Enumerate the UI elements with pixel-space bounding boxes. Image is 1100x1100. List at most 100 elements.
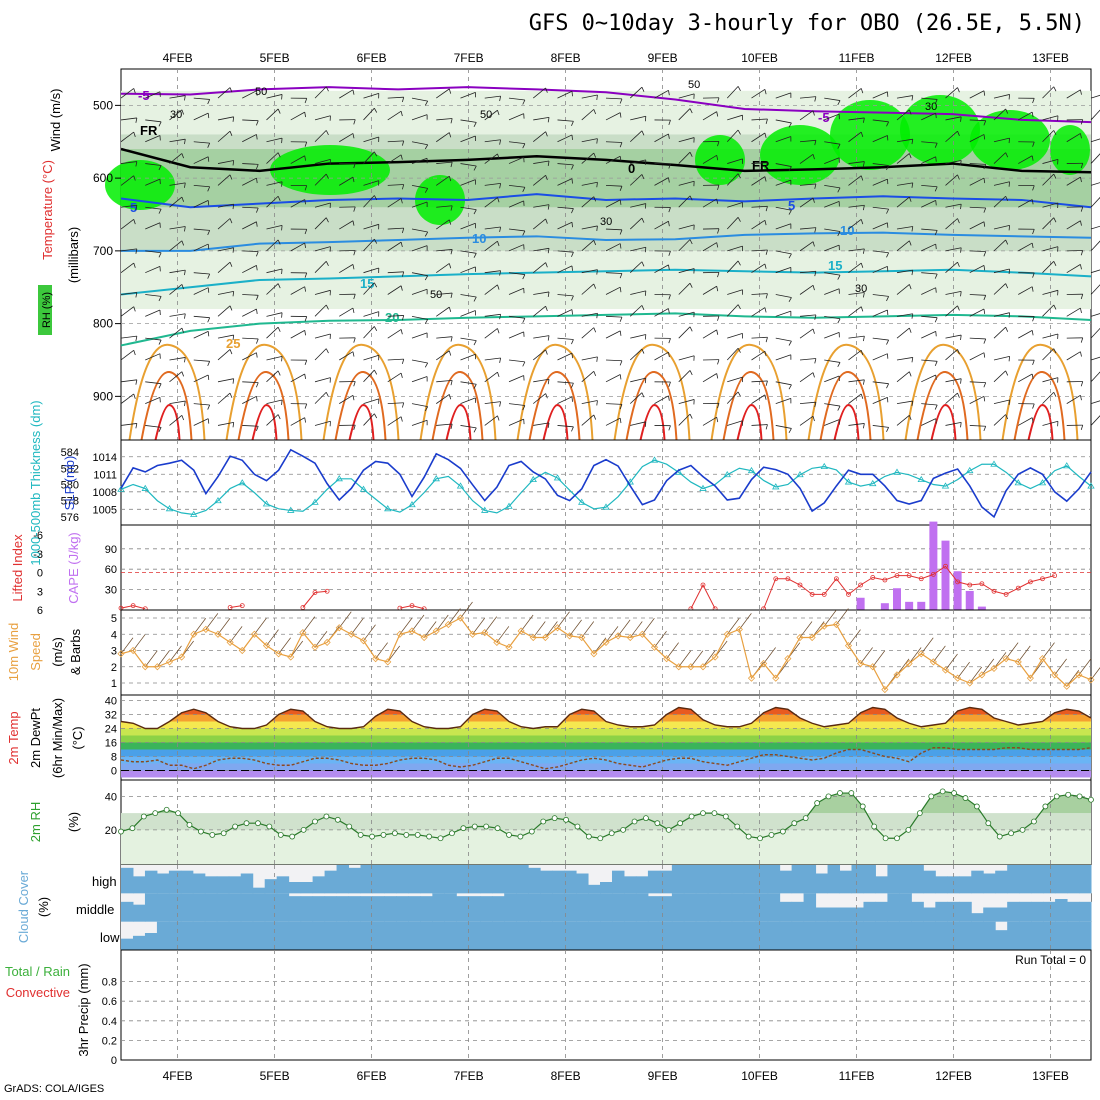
wind-barb-flag — [765, 206, 768, 212]
wind-barb — [169, 645, 182, 663]
wind-barb — [823, 609, 837, 627]
temperature-contour-label: 25 — [226, 336, 240, 351]
wind-barb — [1017, 645, 1031, 663]
wind-barb-flag — [499, 270, 502, 276]
wind-barb — [508, 315, 525, 319]
li-line — [399, 605, 425, 610]
wind-barb — [411, 614, 425, 632]
wind-barb — [532, 262, 546, 273]
wind-barb-flag — [934, 142, 938, 148]
wind-barb-flag — [765, 118, 768, 124]
wind-barb — [896, 357, 913, 361]
wind-speed-point — [275, 650, 283, 658]
wind-barb — [557, 178, 573, 186]
wind-barb — [727, 245, 743, 252]
wind-barb — [605, 403, 623, 405]
cloud-cover-bar — [336, 865, 350, 894]
wind-barb-flag — [911, 182, 914, 188]
cape-bar — [905, 601, 914, 610]
wind-barb — [217, 261, 231, 273]
wind-barb-flag — [181, 284, 185, 290]
wind-barb — [921, 141, 938, 144]
wind-barb-flag — [473, 253, 477, 258]
wind-barb — [411, 141, 428, 146]
wind-barb-flag — [909, 415, 912, 421]
wind-barb — [169, 371, 183, 383]
wind-barb-flag — [497, 153, 500, 159]
wind-barb-flag — [668, 163, 671, 169]
wind-barb — [1090, 240, 1100, 252]
thickness-point — [1087, 482, 1095, 489]
wind-barb — [217, 421, 234, 426]
wind-barb — [363, 311, 379, 317]
date-label-top: 6FEB — [357, 51, 387, 65]
cloud-cover-bar — [851, 907, 864, 922]
isotherm-line — [121, 231, 1092, 252]
rh2m-point — [643, 815, 649, 822]
wind-barb — [629, 261, 643, 273]
wind-barb-flag — [256, 338, 259, 344]
cloud-cover-bar — [683, 865, 697, 894]
thickness-point — [917, 475, 925, 483]
cloud-cover-bar — [731, 865, 745, 894]
rh2m-point — [380, 831, 387, 838]
wind-speed-point — [978, 671, 986, 679]
wind-barb — [751, 307, 766, 317]
wind-barb — [460, 266, 476, 274]
wind-barb — [848, 175, 862, 186]
cloud-cover-bar — [1043, 901, 1056, 922]
wind-barb-flag — [135, 379, 138, 385]
wind-barb-flag — [158, 165, 162, 171]
cloud-cover-bar — [240, 893, 254, 922]
wind-barb — [581, 621, 595, 638]
wind-barb — [193, 184, 210, 188]
cloud-cover-bar — [144, 870, 158, 894]
wind-barb — [387, 329, 402, 339]
thickness-point — [990, 460, 998, 467]
wind-barb-flag — [571, 265, 573, 271]
wind-speed-point — [966, 679, 974, 687]
wind-barb — [945, 261, 958, 273]
cloud-cover-bar — [1043, 865, 1056, 894]
wind-barb — [945, 130, 958, 143]
wind-barb-flag — [401, 402, 405, 408]
cloud-cover-bar — [815, 921, 829, 950]
wind-barb-flag — [668, 264, 670, 270]
wind-barb — [532, 349, 546, 361]
temperature-band — [121, 728, 1091, 736]
wind-barb — [411, 419, 428, 426]
cloud-cover-bar — [528, 867, 541, 894]
wind-barb — [969, 265, 985, 274]
wind-barb — [824, 359, 841, 363]
cloud-cover-bar — [552, 921, 565, 950]
wind-barb — [242, 294, 259, 296]
wind-speed-point — [553, 624, 562, 632]
wind-barb-flag — [765, 424, 768, 430]
wind-speed-point — [178, 653, 186, 661]
wind-barb — [460, 250, 477, 254]
cloud-cover-bar — [779, 901, 793, 922]
wind-barb-flag — [619, 199, 622, 205]
cloud-cover-bar — [420, 921, 433, 950]
wind-barb-flag — [593, 327, 597, 333]
wind-speed-point — [711, 653, 719, 661]
cloud-cover-bar — [252, 887, 266, 894]
wind-barb — [921, 315, 938, 319]
wind-speed-point — [929, 658, 937, 666]
wind-barb-flag — [135, 336, 138, 342]
rh2m-point — [255, 820, 261, 827]
wind-barb — [969, 395, 985, 404]
wind-barb — [629, 348, 643, 361]
wind-barb-flag — [689, 195, 693, 201]
wind-barb — [484, 401, 501, 405]
wind-barb — [217, 392, 231, 404]
wind-speed-point — [153, 663, 161, 671]
cloud-cover-bar — [743, 921, 757, 950]
cloud-cover-bar — [384, 865, 397, 894]
wind-barb — [824, 272, 841, 276]
wind-barb-flag — [911, 226, 914, 232]
wind-barb-flag — [934, 99, 938, 105]
wind-barb-flag — [229, 218, 233, 224]
